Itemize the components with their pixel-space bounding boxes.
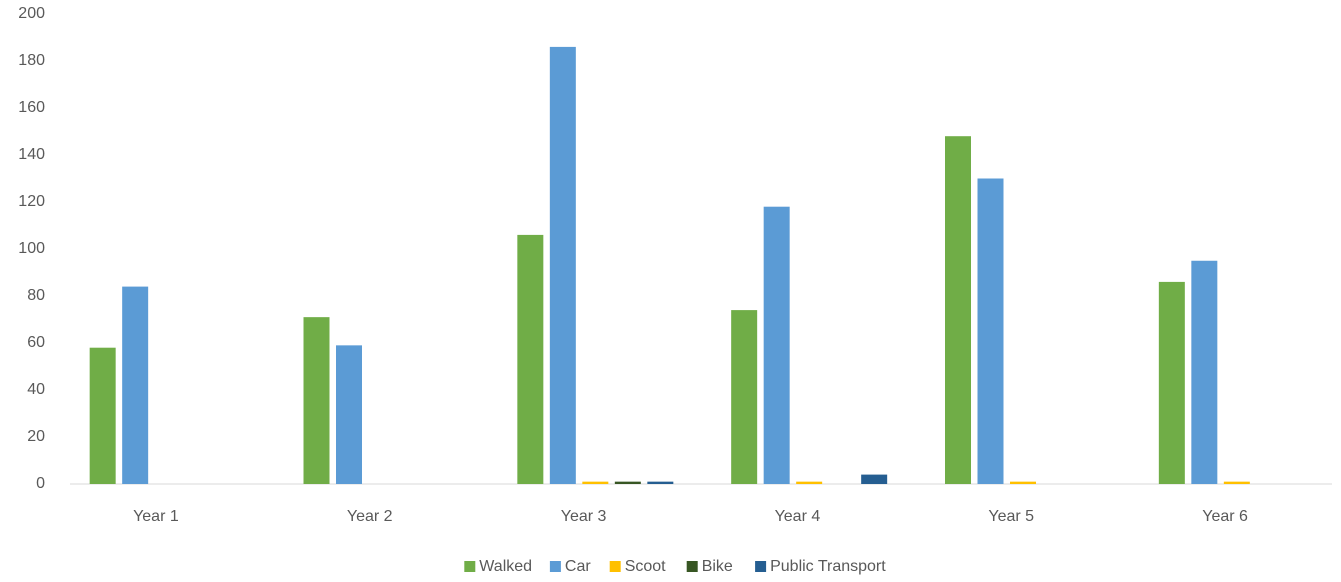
legend-swatch	[686, 561, 698, 572]
bar	[517, 234, 544, 484]
x-tick-label: Year 6	[1202, 508, 1248, 525]
y-tick-label: 140	[18, 146, 45, 163]
x-tick-label: Year 3	[561, 508, 607, 525]
bar	[1158, 281, 1185, 484]
x-tick-label: Year 2	[347, 508, 393, 525]
y-tick-label: 40	[27, 381, 45, 398]
y-tick-label: 100	[18, 240, 45, 257]
bar	[1191, 260, 1218, 484]
bar	[336, 345, 362, 484]
bar	[861, 474, 888, 484]
bar	[763, 206, 790, 484]
legend-label: Walked	[479, 558, 532, 575]
bar	[647, 481, 674, 484]
bar	[1010, 481, 1036, 484]
y-tick-label: 120	[18, 193, 45, 210]
y-tick-label: 180	[18, 52, 45, 69]
bar	[549, 46, 576, 485]
y-tick-label: 20	[27, 428, 45, 445]
legend-label: Car	[565, 558, 591, 575]
legend-swatch	[609, 561, 621, 572]
x-tick-label: Year 5	[988, 508, 1034, 525]
bar	[1223, 481, 1250, 484]
legend-swatch	[755, 561, 767, 572]
bar	[614, 481, 641, 484]
bar	[89, 347, 116, 484]
bar	[796, 481, 823, 484]
legend-swatch	[549, 561, 561, 572]
y-tick-label: 200	[18, 5, 45, 22]
legend-label: Public Transport	[770, 558, 886, 575]
x-tick-label: Year 1	[133, 508, 179, 525]
bar	[731, 310, 758, 484]
bar	[303, 317, 330, 484]
y-tick-label: 160	[18, 99, 45, 116]
y-tick-label: 80	[27, 287, 45, 304]
legend-label: Bike	[702, 558, 733, 575]
bar	[977, 178, 1004, 484]
y-tick-label: 0	[36, 475, 45, 492]
legend-label: Scoot	[625, 558, 666, 575]
bar	[122, 286, 149, 484]
bar	[582, 481, 609, 484]
y-tick-label: 60	[27, 334, 45, 351]
x-tick-label: Year 4	[775, 508, 821, 525]
bar	[945, 136, 971, 484]
legend-swatch	[464, 561, 476, 572]
